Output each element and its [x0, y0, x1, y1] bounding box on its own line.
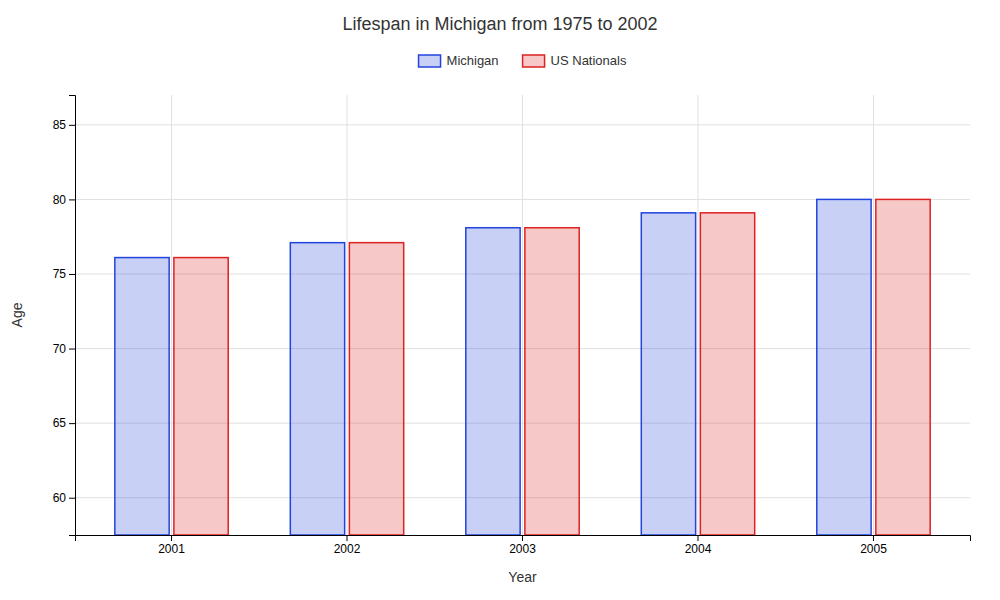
grid-line [522, 95, 523, 535]
grid [75, 95, 970, 535]
grid-line [347, 95, 348, 535]
y-tick: 85 [53, 118, 75, 132]
tick-label: 2002 [334, 542, 361, 556]
tick-mark [69, 423, 75, 424]
x-tick: 2001 [158, 535, 185, 556]
bar [349, 243, 403, 535]
x-tick: 2002 [334, 535, 361, 556]
tick-label: 2001 [158, 542, 185, 556]
title: Lifespan in Michigan from 1975 to 2002 [342, 14, 657, 34]
bar-series [174, 199, 930, 535]
tick-label: 2003 [509, 542, 536, 556]
bar [876, 199, 930, 535]
grid-line [171, 95, 172, 535]
tick-mark [873, 535, 874, 541]
tick-label: 2005 [860, 542, 887, 556]
tick-mark [69, 349, 75, 350]
axis-line [76, 536, 971, 542]
tick-label: 2004 [685, 542, 712, 556]
tick-mark [69, 199, 75, 200]
legend-label: Michigan [447, 53, 499, 68]
y-tick: 70 [53, 342, 75, 356]
bar-series [115, 199, 871, 535]
plot-area: 60 65 70 75 80 85 2001 2002 2003 2004 2005 [53, 95, 971, 556]
tick-label: 85 [53, 118, 67, 132]
y-tick: 80 [53, 193, 75, 207]
grid-line [697, 95, 698, 535]
bar [466, 228, 520, 535]
tick-label: 70 [53, 342, 67, 356]
x-tick: 2005 [860, 535, 887, 556]
legend-swatch [419, 55, 441, 67]
tick-label: 65 [53, 416, 67, 430]
x-tick: 2004 [685, 535, 712, 556]
axis-line [69, 96, 76, 536]
bar [115, 258, 169, 535]
y-axis-title: Age [9, 302, 25, 327]
bar [174, 258, 228, 535]
x-axis-title: Year [508, 569, 537, 585]
bars [115, 199, 930, 535]
tick-mark [171, 535, 172, 541]
legend-label: US Nationals [551, 53, 627, 68]
y-tick: 60 [53, 491, 75, 505]
bar [641, 213, 695, 535]
bar [290, 243, 344, 535]
grid-line [873, 95, 874, 535]
y-tick: 75 [53, 267, 75, 281]
bar [817, 199, 871, 535]
x-tick: 2003 [509, 535, 536, 556]
legend-swatch [523, 55, 545, 67]
legend-item: US Nationals [523, 53, 627, 68]
bar [700, 213, 754, 535]
tick-mark [347, 535, 348, 541]
y-tick: 65 [53, 416, 75, 430]
x-axis: 2001 2002 2003 2004 2005 [76, 535, 971, 556]
tick-mark [69, 125, 75, 126]
tick-mark [69, 498, 75, 499]
tick-mark [522, 535, 523, 541]
tick-label: 80 [53, 193, 67, 207]
tick-mark [697, 535, 698, 541]
legend: Michigan US Nationals [419, 53, 627, 68]
bar [525, 228, 579, 535]
chart: 60 65 70 75 80 85 2001 2002 2003 2004 2005 Year Age L… [0, 0, 1000, 600]
tick-mark [69, 274, 75, 275]
tick-label: 75 [53, 267, 67, 281]
y-axis: 60 65 70 75 80 85 [53, 96, 76, 536]
tick-label: 60 [53, 491, 67, 505]
legend-item: Michigan [419, 53, 499, 68]
